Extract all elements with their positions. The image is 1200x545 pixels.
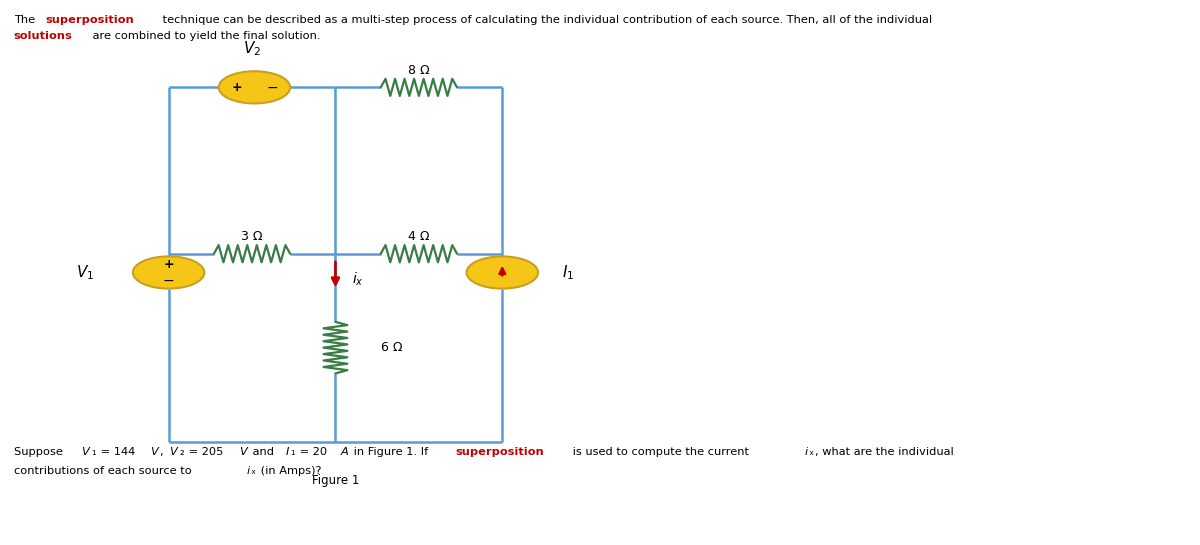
Text: = 20: = 20 <box>296 447 331 457</box>
Text: i: i <box>246 465 250 476</box>
Text: ₓ: ₓ <box>250 465 256 476</box>
Text: technique can be described as a multi-step process of calculating the individual: technique can be described as a multi-st… <box>160 15 932 25</box>
Text: in Figure 1. If: in Figure 1. If <box>350 447 432 457</box>
Text: $I_1$: $I_1$ <box>562 263 574 282</box>
Text: −: − <box>163 274 174 288</box>
Text: $V_2$: $V_2$ <box>242 39 262 58</box>
Text: ₓ: ₓ <box>809 447 814 457</box>
Text: ₁: ₁ <box>91 447 96 457</box>
Text: superposition: superposition <box>455 447 544 457</box>
Text: V: V <box>80 447 89 457</box>
Circle shape <box>133 256 204 289</box>
Text: +: + <box>232 81 242 94</box>
Text: superposition: superposition <box>46 15 134 25</box>
Text: The: The <box>13 15 38 25</box>
Text: V: V <box>239 447 247 457</box>
Text: $V_1$: $V_1$ <box>76 263 95 282</box>
Text: = 205: = 205 <box>186 447 228 457</box>
Text: V: V <box>150 447 158 457</box>
Text: and: and <box>250 447 277 457</box>
Circle shape <box>218 71 290 104</box>
Text: , what are the individual: , what are the individual <box>815 447 954 457</box>
Text: solutions: solutions <box>13 31 72 41</box>
Text: i: i <box>804 447 808 457</box>
Text: $i_x$: $i_x$ <box>352 270 364 288</box>
Text: I: I <box>286 447 289 457</box>
Text: ₁: ₁ <box>290 447 295 457</box>
Text: A: A <box>341 447 348 457</box>
Text: is used to compute the current: is used to compute the current <box>569 447 752 457</box>
Text: = 144: = 144 <box>97 447 138 457</box>
Text: 8 Ω: 8 Ω <box>408 64 430 77</box>
Text: ,: , <box>161 447 168 457</box>
Circle shape <box>467 256 538 289</box>
Text: 4 Ω: 4 Ω <box>408 230 430 243</box>
Text: V: V <box>169 447 178 457</box>
Text: Figure 1: Figure 1 <box>312 474 359 487</box>
Text: 6 Ω: 6 Ω <box>380 341 402 354</box>
Text: are combined to yield the final solution.: are combined to yield the final solution… <box>89 31 320 41</box>
Text: Suppose: Suppose <box>13 447 66 457</box>
Text: 3 Ω: 3 Ω <box>241 230 263 243</box>
Text: contributions of each source to: contributions of each source to <box>13 465 196 476</box>
Text: (in Amps)?: (in Amps)? <box>257 465 322 476</box>
Text: ₂: ₂ <box>180 447 184 457</box>
Text: −: − <box>266 80 278 94</box>
Text: +: + <box>163 258 174 271</box>
